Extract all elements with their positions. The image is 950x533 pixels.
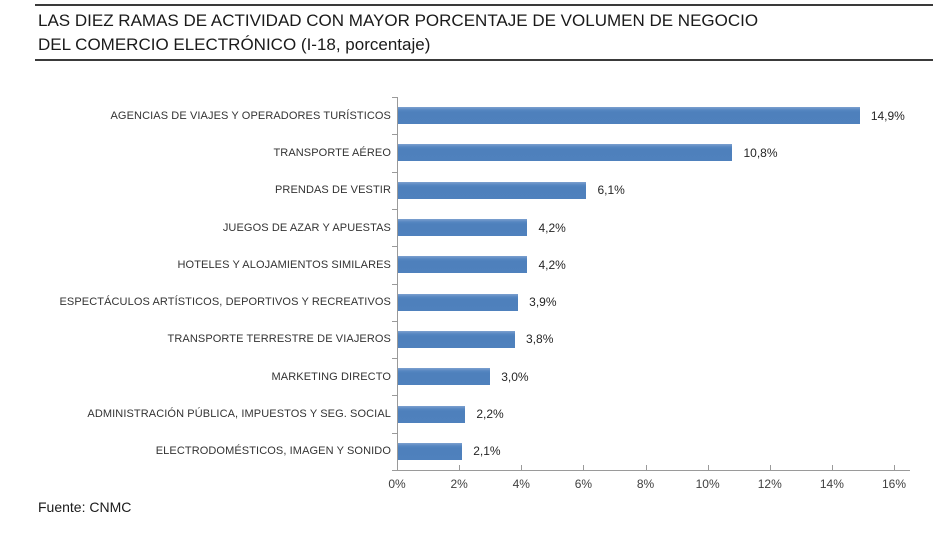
category-label: HOTELES Y ALOJAMIENTOS SIMILARES bbox=[177, 258, 391, 271]
y-axis-tick bbox=[392, 283, 397, 285]
bar-value-label: 6,1% bbox=[597, 183, 625, 198]
category-label: MARKETING DIRECTO bbox=[271, 370, 391, 383]
y-axis-tick bbox=[392, 470, 397, 471]
bar bbox=[397, 405, 466, 423]
bar-value-label: 3,0% bbox=[501, 369, 529, 384]
bar bbox=[397, 256, 528, 274]
bar-value-label: 10,8% bbox=[743, 145, 778, 160]
chart-title-line1: LAS DIEZ RAMAS DE ACTIVIDAD CON MAYOR PO… bbox=[38, 11, 759, 30]
x-axis-tick-label: 4% bbox=[512, 477, 530, 491]
bar bbox=[397, 330, 516, 348]
y-axis-line bbox=[397, 97, 398, 471]
y-axis-tick bbox=[392, 358, 397, 360]
y-axis-tick bbox=[392, 320, 397, 322]
bar bbox=[397, 181, 587, 199]
y-axis-tick bbox=[392, 432, 397, 434]
category-label: PRENDAS DE VESTIR bbox=[274, 184, 391, 197]
x-axis-tick bbox=[459, 465, 461, 470]
x-axis-tick-label: 16% bbox=[881, 477, 907, 491]
chart-row: TRANSPORTE TERRESTRE DE VIAJEROS 3,8% bbox=[0, 321, 950, 358]
title-bottom-rule bbox=[35, 59, 933, 61]
x-axis-tick-label: 0% bbox=[388, 477, 406, 491]
category-label: AGENCIAS DE VIAJES Y OPERADORES TURÍSTIC… bbox=[110, 109, 391, 122]
bar bbox=[397, 144, 733, 162]
x-axis-tick-label: 14% bbox=[819, 477, 844, 491]
x-axis-tick-label: 10% bbox=[695, 477, 720, 491]
chart-row: TRANSPORTE AÉREO 10,8% bbox=[0, 134, 950, 171]
bar-value-label: 2,2% bbox=[476, 407, 504, 422]
chart-row: AGENCIAS DE VIAJES Y OPERADORES TURÍSTIC… bbox=[0, 97, 950, 134]
chart-row: JUEGOS DE AZAR Y APUESTAS 4,2% bbox=[0, 209, 950, 246]
y-axis-tick bbox=[392, 134, 397, 136]
chart-row: ADMINISTRACIÓN PÚBLICA, IMPUESTOS Y SEG.… bbox=[0, 395, 950, 432]
x-axis-tick-label: 2% bbox=[450, 477, 468, 491]
source-note: Fuente: CNMC bbox=[38, 499, 132, 515]
chart-row: ELECTRODOMÉSTICOS, IMAGEN Y SONIDO 2,1% bbox=[0, 433, 950, 470]
y-axis-tick bbox=[392, 97, 397, 98]
bar bbox=[397, 368, 491, 386]
category-label: TRANSPORTE TERRESTRE DE VIAJEROS bbox=[167, 333, 391, 346]
x-axis-tick bbox=[894, 465, 895, 470]
bar-value-label: 14,9% bbox=[870, 108, 905, 123]
bar-value-label: 2,1% bbox=[473, 444, 501, 459]
plot-area: AGENCIAS DE VIAJES Y OPERADORES TURÍSTIC… bbox=[0, 97, 950, 470]
x-axis-tick bbox=[645, 465, 647, 470]
category-label: ESPECTÁCULOS ARTÍSTICOS, DEPORTIVOS Y RE… bbox=[59, 296, 391, 309]
chart-title: LAS DIEZ RAMAS DE ACTIVIDAD CON MAYOR PO… bbox=[38, 9, 928, 57]
category-label: ELECTRODOMÉSTICOS, IMAGEN Y SONIDO bbox=[155, 445, 391, 458]
title-top-rule bbox=[35, 4, 933, 6]
bar-value-label: 4,2% bbox=[538, 220, 566, 235]
x-axis-tick bbox=[521, 465, 523, 470]
x-axis-tick bbox=[707, 465, 709, 470]
bar-value-label: 3,8% bbox=[526, 332, 554, 347]
category-label: TRANSPORTE AÉREO bbox=[273, 146, 391, 159]
category-label: ADMINISTRACIÓN PÚBLICA, IMPUESTOS Y SEG.… bbox=[87, 408, 391, 421]
bar bbox=[397, 293, 519, 311]
x-axis-tick bbox=[583, 465, 585, 470]
chart-row: HOTELES Y ALOJAMIENTOS SIMILARES 4,2% bbox=[0, 246, 950, 283]
y-axis-tick bbox=[392, 395, 397, 397]
x-axis-tick bbox=[831, 465, 833, 470]
chart-row: PRENDAS DE VESTIR 6,1% bbox=[0, 172, 950, 209]
bar bbox=[397, 442, 463, 460]
y-axis-tick bbox=[392, 246, 397, 248]
chart-title-line2: DEL COMERCIO ELECTRÓNICO (I-18, porcenta… bbox=[38, 35, 431, 54]
chart-row: ESPECTÁCULOS ARTÍSTICOS, DEPORTIVOS Y RE… bbox=[0, 284, 950, 321]
x-axis-tick-label: 8% bbox=[636, 477, 655, 491]
bar bbox=[397, 219, 528, 237]
bar bbox=[397, 107, 860, 125]
bar-value-label: 3,9% bbox=[529, 295, 557, 310]
category-label: JUEGOS DE AZAR Y APUESTAS bbox=[222, 221, 391, 234]
x-axis-tick-label: 12% bbox=[757, 477, 782, 491]
x-axis-tick-label: 6% bbox=[574, 477, 593, 491]
chart-row: MARKETING DIRECTO 3,0% bbox=[0, 358, 950, 395]
y-axis-tick bbox=[392, 208, 397, 210]
x-axis-tick bbox=[769, 465, 771, 470]
x-axis-line bbox=[397, 470, 910, 471]
y-axis-tick bbox=[392, 171, 397, 173]
bar-value-label: 4,2% bbox=[538, 257, 566, 272]
